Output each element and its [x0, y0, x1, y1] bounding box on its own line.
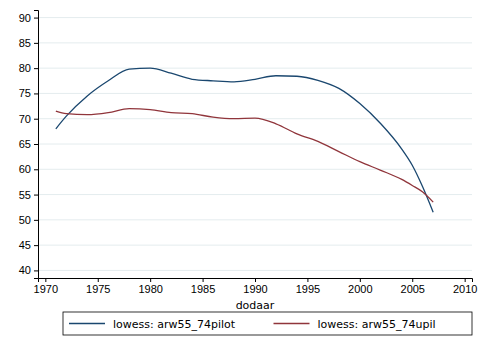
grid-line — [38, 245, 472, 246]
tick-mark — [34, 68, 38, 69]
tick-label: 60 — [19, 163, 31, 175]
tick: 1985 — [191, 278, 215, 295]
tick: 2010 — [453, 278, 477, 295]
grid-line — [38, 194, 472, 195]
grid-line — [38, 169, 472, 170]
tick-mark — [34, 18, 38, 19]
axis-line — [39, 279, 473, 283]
grid-line — [38, 219, 472, 220]
tick-mark — [98, 278, 99, 282]
tick: 55 — [19, 189, 38, 201]
legend-label: lowess: arw55_74upil — [318, 318, 436, 331]
tick-label: 2010 — [453, 283, 477, 295]
tick: 85 — [19, 37, 38, 49]
tick: 50 — [19, 214, 38, 226]
tick: 45 — [19, 239, 38, 251]
tick-label: 55 — [19, 189, 31, 201]
series-line — [56, 109, 433, 203]
tick-label: 2000 — [348, 283, 372, 295]
tick-label: 1995 — [296, 283, 320, 295]
tick-mark — [255, 278, 256, 282]
y-axis: 40 45 50 55 60 65 70 75 80 85 90 — [19, 11, 39, 279]
tick-mark — [34, 270, 38, 271]
tick-label: 1970 — [34, 283, 58, 295]
plot: 4045505560657075808590197019751980198519… — [19, 11, 478, 295]
tick-label: 1990 — [243, 283, 267, 295]
legend-swatch — [274, 323, 310, 324]
tick: 65 — [19, 138, 38, 150]
tick-mark — [360, 278, 361, 282]
grid — [38, 18, 472, 271]
tick-mark — [34, 43, 38, 44]
tick-label: 50 — [19, 214, 31, 226]
tick-label: 70 — [19, 113, 31, 125]
tick-label: 65 — [19, 138, 31, 150]
tick: 90 — [19, 12, 38, 24]
tick-mark — [412, 278, 413, 282]
tick-label: 90 — [19, 12, 31, 24]
tick-mark — [45, 278, 46, 282]
grid-line — [38, 93, 472, 94]
tick: 2005 — [401, 278, 425, 295]
tick-mark — [34, 119, 38, 120]
tick: 2000 — [348, 278, 372, 295]
grid-line — [38, 68, 472, 69]
grid-line — [38, 270, 472, 271]
tick-label: 75 — [19, 87, 31, 99]
tick-mark — [465, 278, 466, 282]
tick-mark — [34, 245, 38, 246]
tick-mark — [34, 93, 38, 94]
tick-label: 1985 — [191, 283, 215, 295]
series-line — [56, 68, 433, 212]
tick: 70 — [19, 113, 38, 125]
legend: lowess: arw55_74pilot lowess: arw55_74upi… — [63, 312, 472, 335]
tick-label: 2005 — [401, 283, 425, 295]
grid-line — [38, 17, 472, 18]
tick-mark — [307, 278, 308, 282]
tick-label: 40 — [19, 264, 31, 276]
tick-mark — [34, 195, 38, 196]
x-axis-title: dodaar — [236, 299, 275, 312]
tick-mark — [150, 278, 151, 282]
grid-line — [38, 144, 472, 145]
tick: 1970 — [34, 278, 58, 295]
legend-swatch — [69, 323, 105, 324]
x-axis: 1970 1975 1980 1985 1990 1995 2000 2005 2010 — [34, 278, 478, 295]
tick-mark — [34, 169, 38, 170]
tick-label: 85 — [19, 37, 31, 49]
tick-label: 80 — [19, 62, 31, 74]
tick: 40 — [19, 264, 38, 276]
legend-label: lowess: arw55_74pilot — [113, 318, 236, 331]
tick-label: 1975 — [86, 283, 110, 295]
tick-mark — [203, 278, 204, 282]
lines — [56, 68, 433, 212]
tick: 1975 — [86, 278, 110, 295]
tick-mark — [34, 144, 38, 145]
tick: 1980 — [138, 278, 162, 295]
tick: 1995 — [296, 278, 320, 295]
chart: 4045505560657075808590197019751980198519… — [0, 0, 484, 352]
tick: 80 — [19, 62, 38, 74]
grid-line — [38, 42, 472, 43]
tick: 75 — [19, 87, 38, 99]
tick-label: 1980 — [138, 283, 162, 295]
tick: 1990 — [243, 278, 267, 295]
tick: 60 — [19, 163, 38, 175]
axis-line — [34, 11, 39, 279]
legend-box — [63, 312, 472, 335]
tick-label: 45 — [19, 239, 31, 251]
tick-mark — [34, 220, 38, 221]
